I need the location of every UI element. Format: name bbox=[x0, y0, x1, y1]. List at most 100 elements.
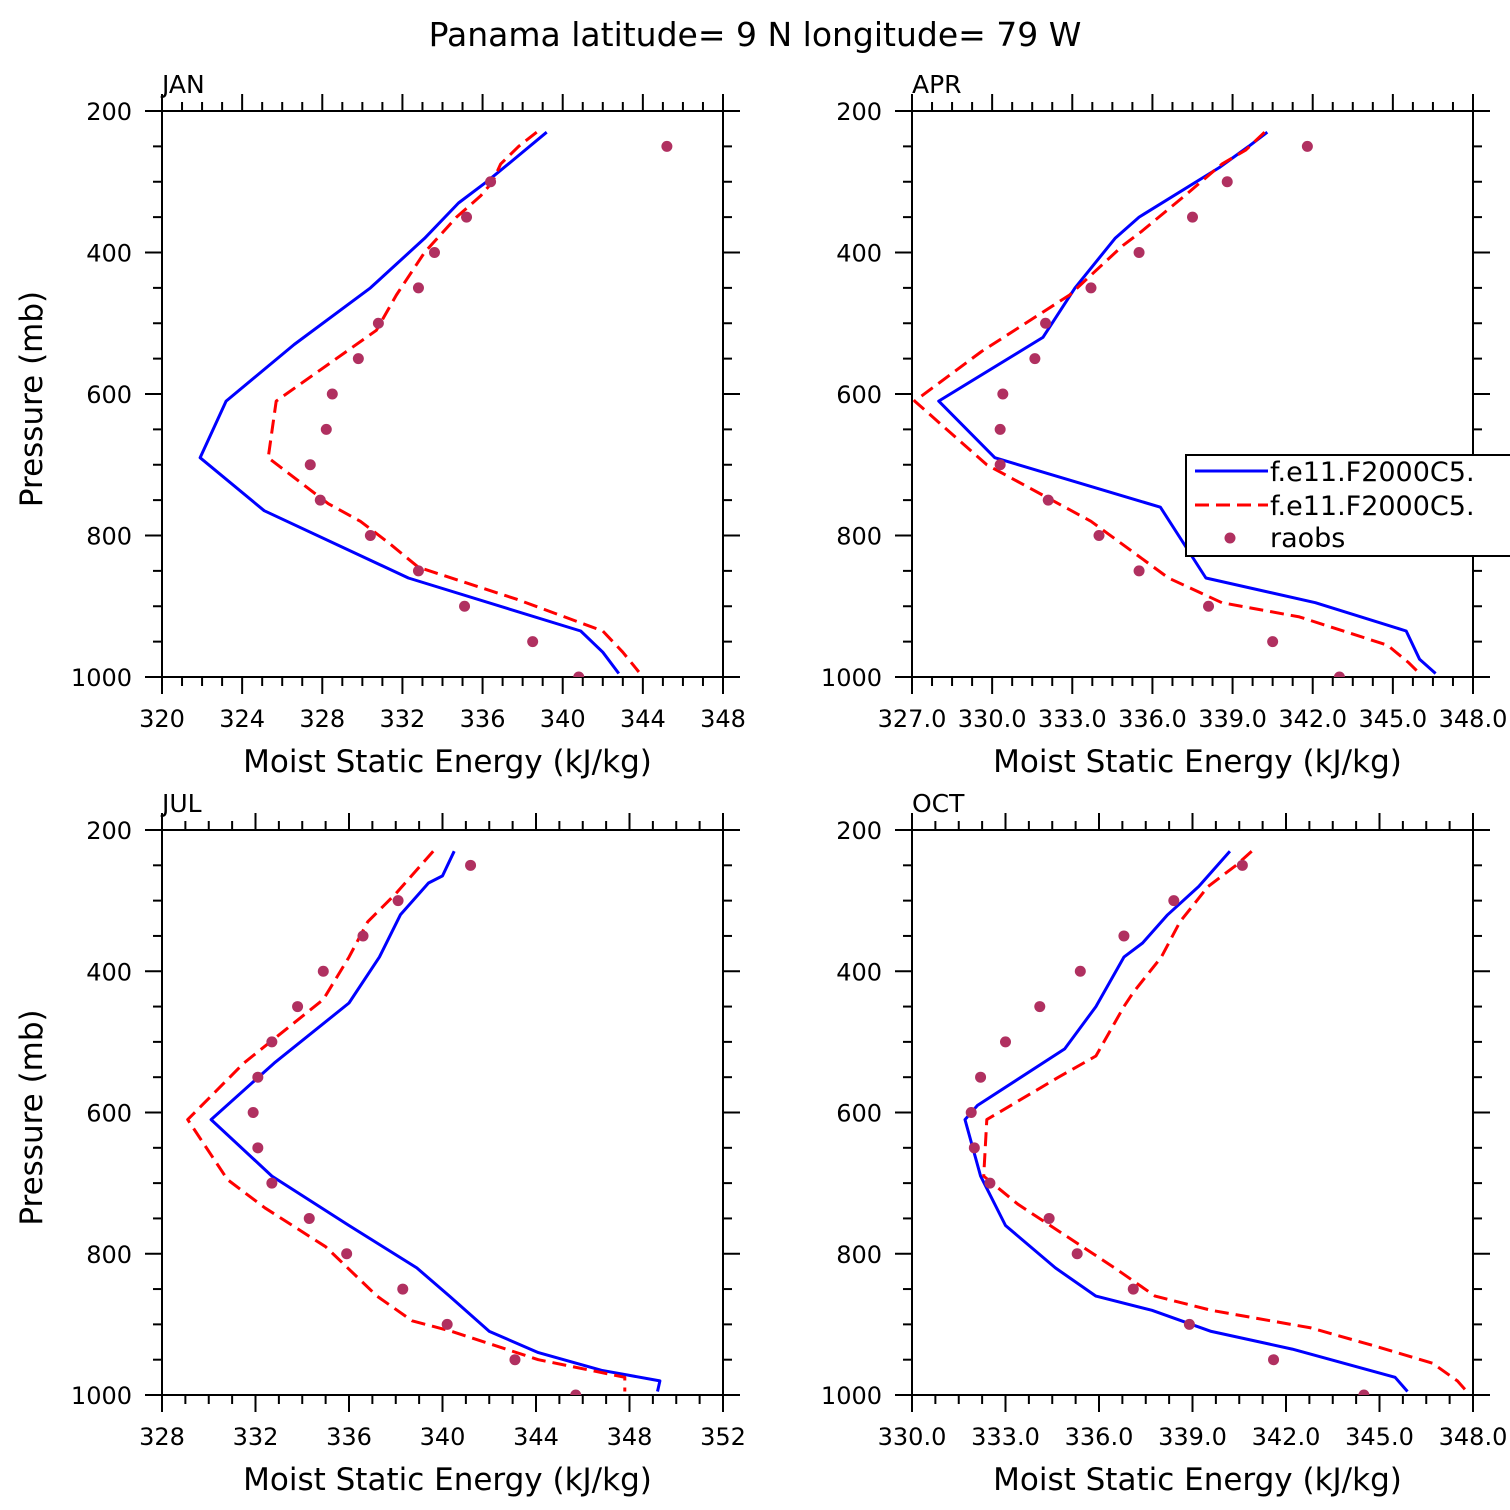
raobs-point bbox=[320, 423, 332, 435]
raobs-point bbox=[372, 317, 384, 329]
raobs-point bbox=[1267, 636, 1279, 648]
figure-title: Panama latitude= 9 N longitude= 79 W bbox=[429, 15, 1082, 54]
raobs-point bbox=[975, 1071, 987, 1083]
raobs-point bbox=[1133, 565, 1145, 577]
x-tick-label: 345.0 bbox=[1345, 1423, 1414, 1451]
panel-title: OCT bbox=[912, 789, 965, 818]
y-tick-label: 200 bbox=[86, 817, 132, 845]
x-tick-label: 333.0 bbox=[971, 1423, 1040, 1451]
raobs-point bbox=[984, 1177, 996, 1189]
x-tick-label: 328 bbox=[139, 1423, 185, 1451]
plot-area bbox=[963, 850, 1468, 1395]
raobs-point bbox=[1168, 895, 1180, 907]
raobs-point bbox=[1127, 1283, 1139, 1295]
x-axis-label: Moist Static Energy (kJ/kg) bbox=[243, 1462, 652, 1498]
model-line-solid bbox=[963, 850, 1409, 1393]
raobs-point bbox=[573, 671, 585, 677]
raobs-point bbox=[1333, 671, 1345, 677]
y-tick-label: 1000 bbox=[821, 664, 882, 692]
raobs-point bbox=[412, 282, 424, 294]
y-tick-label: 800 bbox=[836, 523, 882, 551]
legend: f.e11.F2000C5. f.e11.F2000C5. raobs bbox=[1185, 454, 1510, 557]
panel-title: JUL bbox=[160, 789, 202, 818]
x-tick-label: 336 bbox=[326, 1423, 372, 1451]
raobs-point bbox=[1042, 494, 1054, 506]
x-tick-label: 339.0 bbox=[1158, 1423, 1227, 1451]
plot-frame bbox=[911, 110, 1474, 678]
y-tick-label: 400 bbox=[836, 240, 882, 268]
y-tick-label: 600 bbox=[86, 1100, 132, 1128]
x-tick-label: 348 bbox=[700, 705, 746, 733]
raobs-point bbox=[994, 459, 1006, 471]
x-tick-label: 348.0 bbox=[1439, 1423, 1508, 1451]
y-axis-label: Pressure (mb) bbox=[14, 1009, 50, 1225]
model-line-dashed bbox=[982, 850, 1468, 1393]
x-tick-label: 342.0 bbox=[1252, 1423, 1321, 1451]
x-axis-label: Moist Static Energy (kJ/kg) bbox=[993, 744, 1402, 780]
model-line-solid bbox=[937, 131, 1437, 675]
raobs-point bbox=[1301, 140, 1313, 152]
raobs-point bbox=[1118, 930, 1130, 942]
raobs-point bbox=[1071, 1248, 1083, 1260]
x-tick-label: 333.0 bbox=[1038, 705, 1107, 733]
raobs-point bbox=[364, 530, 376, 541]
legend-label-model-2: f.e11.F2000C5. bbox=[1270, 491, 1475, 522]
x-tick-label: 320 bbox=[139, 705, 185, 733]
y-tick-label: 800 bbox=[836, 1241, 882, 1269]
raobs-point bbox=[1074, 965, 1086, 977]
raobs-point bbox=[1358, 1389, 1370, 1395]
x-tick-label: 340 bbox=[420, 1423, 466, 1451]
y-tick-label: 600 bbox=[836, 381, 882, 409]
raobs-point bbox=[441, 1318, 453, 1330]
y-tick-label: 200 bbox=[86, 98, 132, 126]
x-tick-label: 332 bbox=[380, 705, 426, 733]
x-tick-label: 330.0 bbox=[958, 705, 1027, 733]
legend-label-model-1: f.e11.F2000C5. bbox=[1270, 457, 1475, 488]
raobs-point bbox=[352, 353, 364, 365]
y-tick-label: 400 bbox=[86, 958, 132, 986]
raobs-point bbox=[341, 1248, 353, 1260]
plot-area bbox=[913, 131, 1437, 677]
raobs-point bbox=[397, 1283, 409, 1295]
raobs-point bbox=[252, 1071, 264, 1083]
raobs-point bbox=[1133, 247, 1145, 258]
raobs-point bbox=[1268, 1354, 1280, 1366]
x-tick-label: 332 bbox=[233, 1423, 279, 1451]
x-tick-label: 336.0 bbox=[1118, 705, 1187, 733]
y-tick-label: 200 bbox=[836, 98, 882, 126]
y-tick-label: 1000 bbox=[71, 664, 132, 692]
raobs-point bbox=[252, 1142, 264, 1154]
raobs-point bbox=[1236, 859, 1248, 871]
x-tick-label: 348 bbox=[607, 1423, 653, 1451]
legend-label-raobs: raobs bbox=[1270, 523, 1345, 554]
raobs-point bbox=[1187, 211, 1198, 223]
model-line-dashed bbox=[186, 850, 627, 1392]
raobs-point bbox=[1040, 317, 1052, 329]
raobs-point bbox=[314, 494, 326, 506]
raobs-point bbox=[527, 636, 539, 648]
raobs-point bbox=[1000, 1036, 1011, 1048]
raobs-point bbox=[1043, 1212, 1055, 1224]
y-tick-label: 200 bbox=[836, 817, 882, 845]
x-axis-label: Moist Static Energy (kJ/kg) bbox=[993, 1462, 1402, 1498]
y-tick-label: 800 bbox=[86, 523, 132, 551]
raobs-point bbox=[1093, 530, 1105, 541]
raobs-point bbox=[459, 600, 471, 612]
plot-area bbox=[186, 850, 662, 1395]
legend-swatch-raobs bbox=[1224, 532, 1236, 544]
raobs-point bbox=[509, 1354, 521, 1366]
y-tick-label: 1000 bbox=[821, 1382, 882, 1410]
model-line-dashed bbox=[913, 131, 1421, 675]
raobs-point bbox=[1034, 1001, 1046, 1013]
raobs-point bbox=[266, 1036, 278, 1048]
raobs-point bbox=[1203, 600, 1215, 612]
raobs-point bbox=[1221, 176, 1233, 188]
raobs-point bbox=[392, 895, 404, 907]
raobs-point bbox=[317, 965, 329, 977]
raobs-point bbox=[266, 1177, 278, 1189]
panel-oct: OCT 200 400 600 800 1000 330.0 333.0 336.0 339.0 3… bbox=[821, 789, 1507, 1498]
x-tick-label: 336.0 bbox=[1065, 1423, 1134, 1451]
x-tick-label: 348.0 bbox=[1439, 705, 1508, 733]
raobs-point bbox=[968, 1142, 980, 1154]
